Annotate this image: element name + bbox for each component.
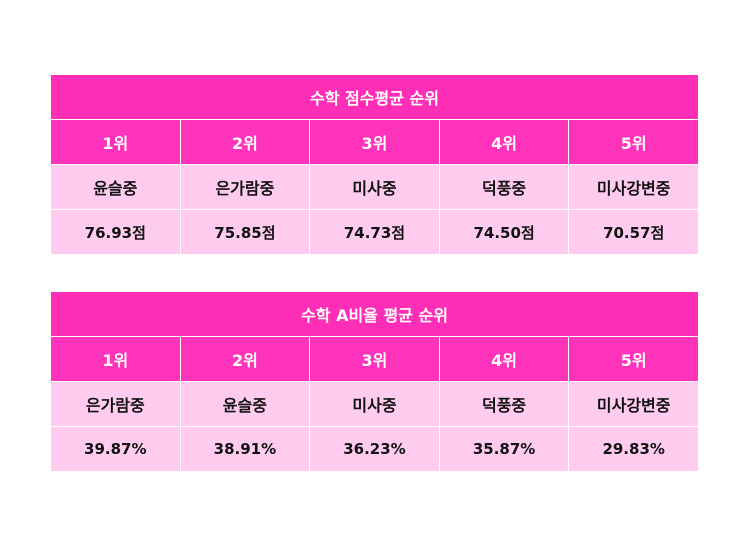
school-cell: 덕풍중 — [438, 381, 570, 427]
school-cell: 미사중 — [309, 381, 440, 427]
rank-cell: 2위 — [179, 336, 311, 382]
school-cell: 미사강변중 — [568, 381, 699, 427]
math-a-ratio-average-ranking-table: 수학 A비율 평균 순위 1위 2위 3위 4위 5위 은가람중 윤슬중 미사중… — [50, 291, 699, 472]
rank-cell: 5위 — [568, 119, 699, 165]
table-title-row: 수학 점수평균 순위 — [50, 74, 699, 120]
school-cell: 미사중 — [309, 164, 440, 210]
ratio-value-cell: 36.23% — [309, 426, 440, 472]
school-cell: 윤슬중 — [50, 164, 181, 210]
score-value-cell: 74.73점 — [309, 209, 440, 255]
rank-row: 1위 2위 3위 4위 5위 — [50, 336, 699, 382]
rank-cell: 4위 — [438, 119, 570, 165]
rank-cell: 5위 — [568, 336, 699, 382]
ratio-value-cell: 38.91% — [179, 426, 311, 472]
ratio-value-cell: 35.87% — [438, 426, 570, 472]
ratio-value-cell: 29.83% — [568, 426, 699, 472]
rank-cell: 3위 — [309, 336, 440, 382]
score-value-cell: 76.93점 — [50, 209, 181, 255]
rank-cell: 2위 — [179, 119, 311, 165]
school-cell: 은가람중 — [50, 381, 181, 427]
table-title: 수학 A비율 평균 순위 — [50, 291, 699, 337]
table-title-row: 수학 A비율 평균 순위 — [50, 291, 699, 337]
value-row: 76.93점 75.85점 74.73점 74.50점 70.57점 — [50, 209, 699, 255]
rank-cell: 4위 — [438, 336, 570, 382]
table-title: 수학 점수평균 순위 — [50, 74, 699, 120]
school-cell: 은가람중 — [179, 164, 311, 210]
value-row: 39.87% 38.91% 36.23% 35.87% 29.83% — [50, 426, 699, 472]
rank-row: 1위 2위 3위 4위 5위 — [50, 119, 699, 165]
ratio-value-cell: 39.87% — [50, 426, 181, 472]
school-cell: 윤슬중 — [179, 381, 311, 427]
school-row: 은가람중 윤슬중 미사중 덕풍중 미사강변중 — [50, 381, 699, 427]
rank-cell: 3위 — [309, 119, 440, 165]
math-score-average-ranking-table: 수학 점수평균 순위 1위 2위 3위 4위 5위 윤슬중 은가람중 미사중 덕… — [50, 74, 699, 255]
school-cell: 덕풍중 — [438, 164, 570, 210]
rank-cell: 1위 — [50, 336, 181, 382]
score-value-cell: 74.50점 — [438, 209, 570, 255]
score-value-cell: 75.85점 — [179, 209, 311, 255]
school-cell: 미사강변중 — [568, 164, 699, 210]
score-value-cell: 70.57점 — [568, 209, 699, 255]
school-row: 윤슬중 은가람중 미사중 덕풍중 미사강변중 — [50, 164, 699, 210]
rank-cell: 1위 — [50, 119, 181, 165]
